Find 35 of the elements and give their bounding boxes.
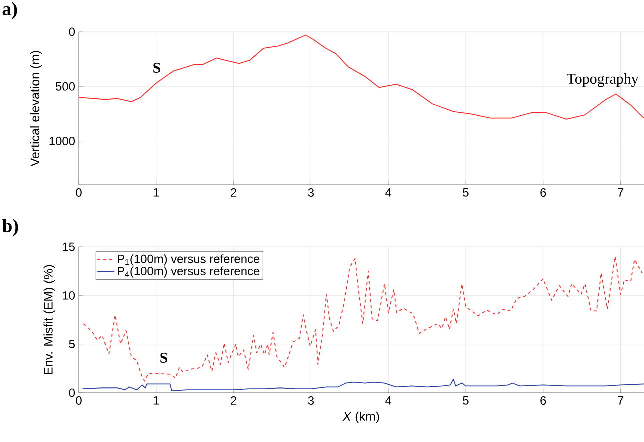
x-tick-label: 0 (76, 188, 82, 197)
legend-label: P$_{1}$(100m) versus reference (118, 254, 260, 266)
x-tick-label: 1 (154, 188, 160, 197)
x-tick-label: 4 (386, 188, 392, 197)
x-tick-label: 6 (540, 396, 546, 405)
text: a) (2, 2, 18, 20)
line-series (83, 256, 643, 382)
x-tick-label: 2 (231, 188, 237, 197)
y-axis-title: Vertical elevation (m) (30, 51, 42, 167)
y-tick-label: 10 (63, 291, 76, 300)
y-tick-label: 500 (56, 82, 76, 91)
series-label: Topography (567, 74, 639, 88)
x-axis-title: X (km) (342, 412, 380, 424)
annotation: S (154, 62, 161, 74)
x-tick-label: 6 (540, 188, 546, 197)
annotation: S (160, 352, 168, 364)
x-tick-label: 5 (463, 188, 469, 197)
x-tick-label: 2 (231, 396, 237, 405)
x-tick-label: 0 (76, 396, 82, 405)
y-tick-label: 15 (63, 242, 75, 252)
x-tick-label: 1 (154, 396, 160, 405)
x-tick-label: 7 (618, 396, 624, 405)
x-tick-label: 4 (386, 396, 392, 405)
x-tick-label: 3 (308, 188, 314, 197)
legend-label: P$_{4}$(100m) versus reference (118, 266, 260, 278)
y-axis-title: Env. Misfit (EM) (%) (44, 265, 56, 374)
y-tick-label: 1000 (50, 137, 76, 146)
x-tick-label: 5 (463, 396, 469, 405)
y-tick-label: 0 (69, 388, 76, 398)
x-tick-label: 3 (308, 396, 314, 405)
text: b) (2, 219, 18, 236)
line-series (79, 34, 644, 120)
x-tick-label: 7 (618, 188, 624, 197)
y-tick-label: 5 (69, 340, 75, 348)
y-tick-label: 0 (69, 28, 76, 36)
